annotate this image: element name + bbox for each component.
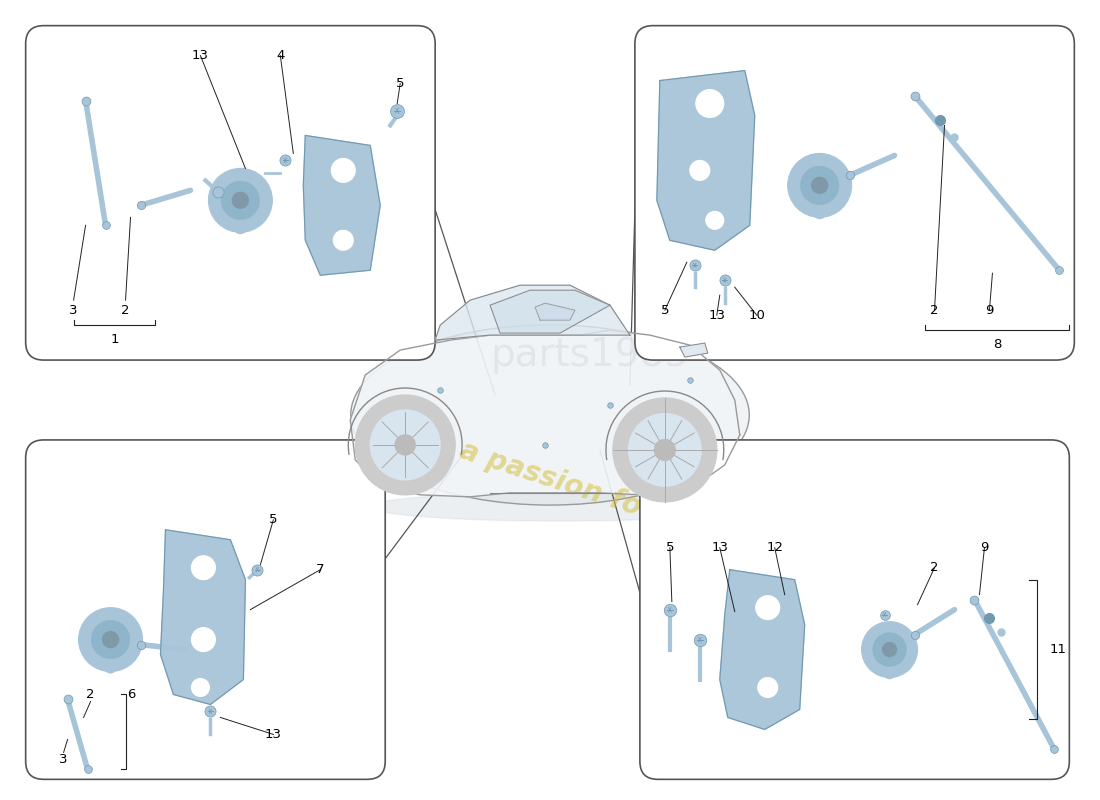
Ellipse shape bbox=[351, 325, 749, 505]
Text: 11: 11 bbox=[1049, 643, 1066, 656]
Text: 7: 7 bbox=[316, 563, 324, 576]
FancyBboxPatch shape bbox=[640, 440, 1069, 779]
Text: 8: 8 bbox=[992, 338, 1001, 350]
Text: 12: 12 bbox=[767, 542, 783, 554]
Circle shape bbox=[371, 410, 440, 480]
Circle shape bbox=[91, 621, 130, 658]
Text: 13: 13 bbox=[712, 542, 728, 554]
Circle shape bbox=[333, 230, 353, 250]
Circle shape bbox=[696, 90, 724, 118]
Text: 2: 2 bbox=[931, 562, 938, 574]
Circle shape bbox=[654, 439, 675, 460]
Circle shape bbox=[628, 414, 701, 486]
Polygon shape bbox=[304, 135, 381, 275]
Circle shape bbox=[191, 678, 209, 697]
Polygon shape bbox=[657, 70, 755, 250]
Ellipse shape bbox=[371, 493, 750, 521]
FancyBboxPatch shape bbox=[25, 440, 385, 779]
Polygon shape bbox=[350, 330, 740, 497]
Circle shape bbox=[801, 166, 839, 205]
Text: 3: 3 bbox=[69, 304, 78, 317]
Text: a passion for parts: a passion for parts bbox=[455, 436, 745, 554]
Text: 4: 4 bbox=[276, 49, 285, 62]
Text: 5: 5 bbox=[666, 542, 674, 554]
Circle shape bbox=[613, 398, 717, 502]
Text: 1: 1 bbox=[110, 333, 119, 346]
Circle shape bbox=[191, 556, 216, 580]
Circle shape bbox=[756, 596, 780, 620]
Text: 13: 13 bbox=[265, 728, 282, 741]
Circle shape bbox=[882, 642, 896, 657]
Polygon shape bbox=[491, 290, 609, 333]
Circle shape bbox=[861, 622, 917, 678]
Text: 3: 3 bbox=[59, 753, 68, 766]
Text: 2: 2 bbox=[121, 304, 130, 317]
Polygon shape bbox=[436, 285, 630, 340]
FancyBboxPatch shape bbox=[635, 26, 1075, 360]
FancyBboxPatch shape bbox=[25, 26, 436, 360]
Circle shape bbox=[872, 633, 906, 666]
Text: 2: 2 bbox=[86, 688, 95, 701]
Circle shape bbox=[813, 206, 826, 219]
Text: parts1985: parts1985 bbox=[491, 336, 690, 374]
Polygon shape bbox=[535, 303, 575, 320]
Circle shape bbox=[102, 631, 119, 647]
Circle shape bbox=[812, 178, 827, 194]
Text: 2: 2 bbox=[931, 304, 938, 317]
Polygon shape bbox=[161, 530, 245, 705]
Text: 9: 9 bbox=[980, 542, 989, 554]
Polygon shape bbox=[680, 343, 707, 357]
Circle shape bbox=[104, 660, 117, 673]
Circle shape bbox=[208, 169, 273, 232]
Text: 13: 13 bbox=[191, 49, 209, 62]
Circle shape bbox=[758, 678, 778, 698]
Text: 5: 5 bbox=[270, 514, 277, 526]
Text: 6: 6 bbox=[128, 688, 135, 701]
Text: 5: 5 bbox=[396, 77, 405, 90]
Circle shape bbox=[221, 181, 260, 219]
Circle shape bbox=[355, 395, 455, 495]
Circle shape bbox=[232, 192, 249, 208]
Text: 10: 10 bbox=[748, 309, 766, 322]
Circle shape bbox=[395, 435, 415, 455]
Circle shape bbox=[78, 608, 143, 671]
Circle shape bbox=[788, 154, 851, 218]
Circle shape bbox=[690, 161, 710, 180]
Text: 9: 9 bbox=[986, 304, 993, 317]
Circle shape bbox=[331, 158, 355, 182]
Circle shape bbox=[884, 668, 895, 679]
Polygon shape bbox=[719, 570, 805, 730]
Circle shape bbox=[191, 628, 216, 651]
Text: 5: 5 bbox=[661, 304, 669, 317]
Circle shape bbox=[706, 211, 724, 230]
Text: 13: 13 bbox=[708, 309, 725, 322]
Circle shape bbox=[234, 221, 246, 234]
